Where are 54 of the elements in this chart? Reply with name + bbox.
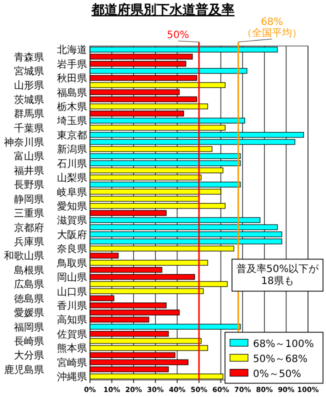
y-tick-label: 大分県 xyxy=(14,350,44,362)
y-tick-label: 岩手県 xyxy=(57,58,87,70)
y-tick-label: 茨城県 xyxy=(14,94,44,106)
y-tick-label: 長野県 xyxy=(14,180,44,192)
y-tick-label: 愛知県 xyxy=(57,200,87,212)
y-tick-label: 岐阜県 xyxy=(57,186,87,198)
y-tick-label: 青森県 xyxy=(14,51,44,64)
y-tick-label: 群馬県 xyxy=(14,108,44,120)
y-tick-label: 福島県 xyxy=(57,86,87,99)
y-tick-label: 徳島県 xyxy=(14,292,44,305)
y-tick-label: 三重県 xyxy=(14,208,44,220)
y-tick-label: 沖縄県 xyxy=(57,371,87,384)
y-tick-label: 埼玉県 xyxy=(56,115,87,128)
y-tick-label: 滋賀県 xyxy=(57,214,87,227)
y-tick-label: 鳥取県 xyxy=(56,257,87,270)
y-tick-label: 山口県 xyxy=(57,286,87,298)
y-tick-label: 山形県 xyxy=(14,80,44,92)
y-tick-label: 長崎県 xyxy=(14,336,44,348)
y-tick-label: 鹿児島県 xyxy=(4,364,44,376)
y-tick-label: 神奈川県 xyxy=(4,136,44,149)
y-tick-label: 静岡県 xyxy=(14,193,44,206)
y-tick-label: 千葉県 xyxy=(14,122,44,134)
ref-line-label: 68% （全国平均） xyxy=(242,17,302,39)
y-tick-label: 宮崎県 xyxy=(57,356,87,369)
ref-line-label: 50% xyxy=(166,30,190,41)
annotation: 普及率50%以下が 18県も xyxy=(236,263,320,288)
y-tick-label: 福岡県 xyxy=(14,321,44,334)
y-tick-label: 京都府 xyxy=(14,222,44,234)
y-tick-label: 新潟県 xyxy=(57,144,87,156)
y-tick-label: 福井県 xyxy=(14,164,44,177)
y-tick-label: 熊本県 xyxy=(57,342,87,355)
y-tick-label: 山梨県 xyxy=(57,172,87,184)
y-tick-label: 兵庫県 xyxy=(14,236,44,248)
legend-label: 68%～100% xyxy=(253,338,314,350)
y-tick-label: 高知県 xyxy=(57,314,87,326)
y-tick-label: 広島県 xyxy=(14,278,44,291)
y-tick-label: 島根県 xyxy=(14,264,44,276)
y-tick-label: 和歌山県 xyxy=(4,250,44,262)
y-tick-label: 東京都 xyxy=(57,129,87,142)
y-tick-label: 佐賀県 xyxy=(57,328,87,340)
y-tick-label: 石川県 xyxy=(57,158,87,170)
y-tick-label: 大阪府 xyxy=(57,228,87,241)
legend-label: 50%～68% xyxy=(253,354,308,365)
y-tick-label: 宮城県 xyxy=(14,65,44,78)
y-tick-label: 奈良県 xyxy=(57,243,87,256)
y-tick-label: 北海道 xyxy=(57,44,87,56)
y-tick-label: 香川県 xyxy=(57,300,87,312)
chart-title: 都道府県別下水道普及率 xyxy=(90,2,234,18)
y-tick-label: 愛媛県 xyxy=(14,307,44,320)
legend-label: 0%～50% xyxy=(253,368,302,380)
y-tick-label: 岡山県 xyxy=(57,272,87,284)
y-tick-label: 富山県 xyxy=(14,150,44,163)
y-tick-label: 秋田県 xyxy=(57,72,87,85)
y-tick-label: 栃木県 xyxy=(57,101,87,114)
